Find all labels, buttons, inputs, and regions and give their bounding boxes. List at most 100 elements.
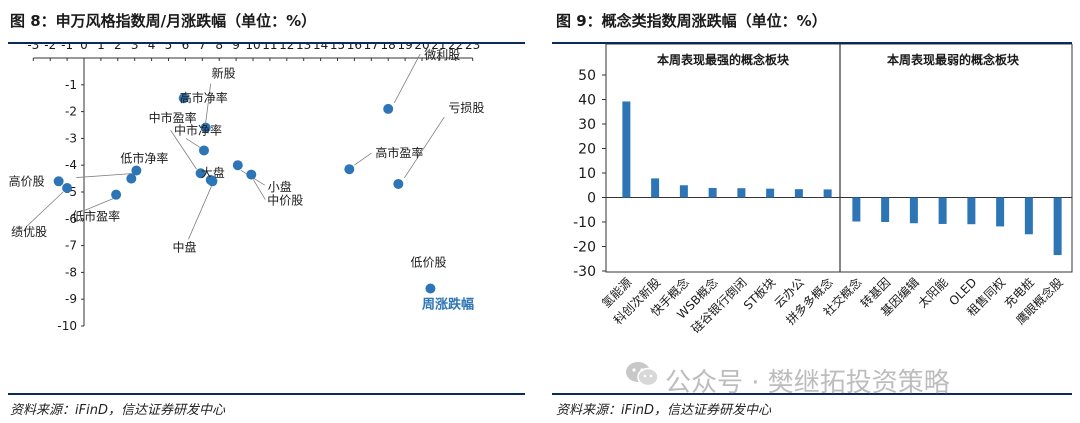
label-leader-line xyxy=(354,152,372,166)
y-tick-label: -7 xyxy=(65,239,77,253)
scatter-point xyxy=(207,176,218,187)
bar xyxy=(794,189,803,198)
point-label: 微利股 xyxy=(424,48,460,62)
point-label: 新股 xyxy=(212,66,236,81)
point-label: 高价股 xyxy=(9,173,45,188)
y-tick-label: -10 xyxy=(57,319,77,333)
point-label: 低市盈率 xyxy=(72,209,120,224)
left-title-rule xyxy=(8,42,525,44)
x-tick-label: 15 xyxy=(330,44,345,52)
y-tick-label: -10 xyxy=(573,215,596,231)
y-tick-label: -4 xyxy=(65,158,77,172)
x-tick-label: 21 xyxy=(431,44,446,52)
x-tick-label: -3 xyxy=(27,44,39,52)
x-tick-label: 23 xyxy=(465,44,480,52)
scatter-point xyxy=(232,160,243,171)
x-tick-label: -1 xyxy=(61,44,73,52)
x-tick-label: 22 xyxy=(448,44,463,52)
group-label-weakest: 本周表现最弱的概念板块 xyxy=(887,52,1020,67)
scatter-point xyxy=(425,283,436,294)
point-label: 大盘 xyxy=(201,165,225,180)
point-label: 高市盈率 xyxy=(375,145,423,160)
label-leader-line xyxy=(170,130,197,170)
group-label-strongest: 本周表现最强的概念板块 xyxy=(657,52,790,67)
scatter-point xyxy=(178,93,189,104)
x-tick-label: 16 xyxy=(347,44,362,52)
y-tick-label: 40 xyxy=(578,93,596,109)
point-label: 绩优股 xyxy=(11,225,47,239)
scatter-point xyxy=(344,164,355,175)
y-tick-label: -1 xyxy=(65,78,77,92)
x-tick-label: -2 xyxy=(44,44,56,52)
left-chart-title: 图 8：申万风格指数周/月涨跌幅（单位：%） xyxy=(10,12,317,30)
bar xyxy=(651,178,660,198)
scatter-point xyxy=(53,176,64,187)
label-leader-line xyxy=(188,186,212,240)
x-tick-label: 20 xyxy=(414,44,429,52)
label-leader-line xyxy=(185,138,201,148)
x-tick-label: 3 xyxy=(131,44,139,52)
x-axis-title: 周涨跌幅 xyxy=(422,297,474,313)
x-tick-label: 4 xyxy=(148,44,156,52)
x-tick-label: 8 xyxy=(215,44,223,52)
x-tick-label: 2 xyxy=(114,44,122,52)
right-source-rule xyxy=(552,393,1072,395)
bar xyxy=(708,187,717,198)
label-leader-line xyxy=(83,198,114,212)
y-tick-label: 20 xyxy=(578,142,596,158)
bar xyxy=(737,188,746,198)
left-source-note: 资料来源：iFinD，信达证券研发中心 xyxy=(10,403,225,418)
label-leader-line xyxy=(404,116,445,179)
x-tick-label: 9 xyxy=(232,44,240,52)
scatter-chart: -3 -2 -1 0 1 2 3 4 5 6 7 8 9 10 11 12 13 14 15 16 17 18 19 20 21… xyxy=(9,44,485,333)
right-chart-title: 图 9：概念类指数周涨跌幅（单位：%） xyxy=(556,12,827,30)
scatter-point xyxy=(195,168,206,179)
x-tick-label: 14 xyxy=(313,44,328,52)
y-tick-label: 30 xyxy=(578,117,596,133)
right-title-rule xyxy=(552,42,1072,44)
label-leader-line xyxy=(252,179,266,200)
scatter-point xyxy=(111,189,122,200)
bar xyxy=(679,185,688,198)
bar xyxy=(1024,197,1033,235)
x-tick-label: 7 xyxy=(198,44,206,52)
bar xyxy=(938,197,947,224)
x-tick-label: 10 xyxy=(245,44,260,52)
y-tick-label: -2 xyxy=(65,105,77,119)
point-label: 中价股 xyxy=(267,193,303,208)
watermark-text: 公众号 · 樊继拓投资策略 xyxy=(665,368,950,398)
x-tick-label: 17 xyxy=(364,44,379,52)
point-label: 中市净率 xyxy=(174,122,222,137)
x-tick-label: 0 xyxy=(80,44,88,52)
bar xyxy=(881,197,890,222)
point-label: 高市净率 xyxy=(180,90,228,105)
y-tick-label: -8 xyxy=(65,265,77,279)
category-label: ST板块 xyxy=(741,275,778,312)
bar xyxy=(909,197,918,224)
x-tick-label: 12 xyxy=(279,44,294,52)
y-tick-label: -6 xyxy=(65,212,77,226)
scatter-point xyxy=(62,182,73,193)
plot-frame xyxy=(605,44,1073,273)
bar xyxy=(823,189,832,198)
point-label: 中市盈率 xyxy=(149,110,197,125)
x-tick-label: 19 xyxy=(397,44,412,52)
point-label: 低市净率 xyxy=(120,151,168,166)
y-tick-label: -3 xyxy=(65,131,77,145)
bar xyxy=(622,101,631,198)
right-source-note: 资料来源：iFinD，信达证券研发中心 xyxy=(556,403,771,418)
point-label: 中盘 xyxy=(172,239,196,254)
label-leader-line xyxy=(26,191,64,227)
bar xyxy=(766,188,775,198)
y-tick-label: -20 xyxy=(573,240,596,256)
x-tick-label: 18 xyxy=(381,44,396,52)
bar-chart: 50 40 30 20 10 0 -10 -20 -30 本周表现最强的概念板块 本周表现最弱的概念… xyxy=(573,44,1073,336)
x-tick-label: 1 xyxy=(97,44,105,52)
point-label: 小盘 xyxy=(268,179,292,194)
bar xyxy=(1053,197,1062,256)
y-tick-label: 10 xyxy=(578,166,596,182)
x-tick-label: 13 xyxy=(296,44,311,52)
y-tick-label: 50 xyxy=(578,68,596,84)
wechat-icon xyxy=(626,362,659,387)
bar xyxy=(967,197,976,225)
